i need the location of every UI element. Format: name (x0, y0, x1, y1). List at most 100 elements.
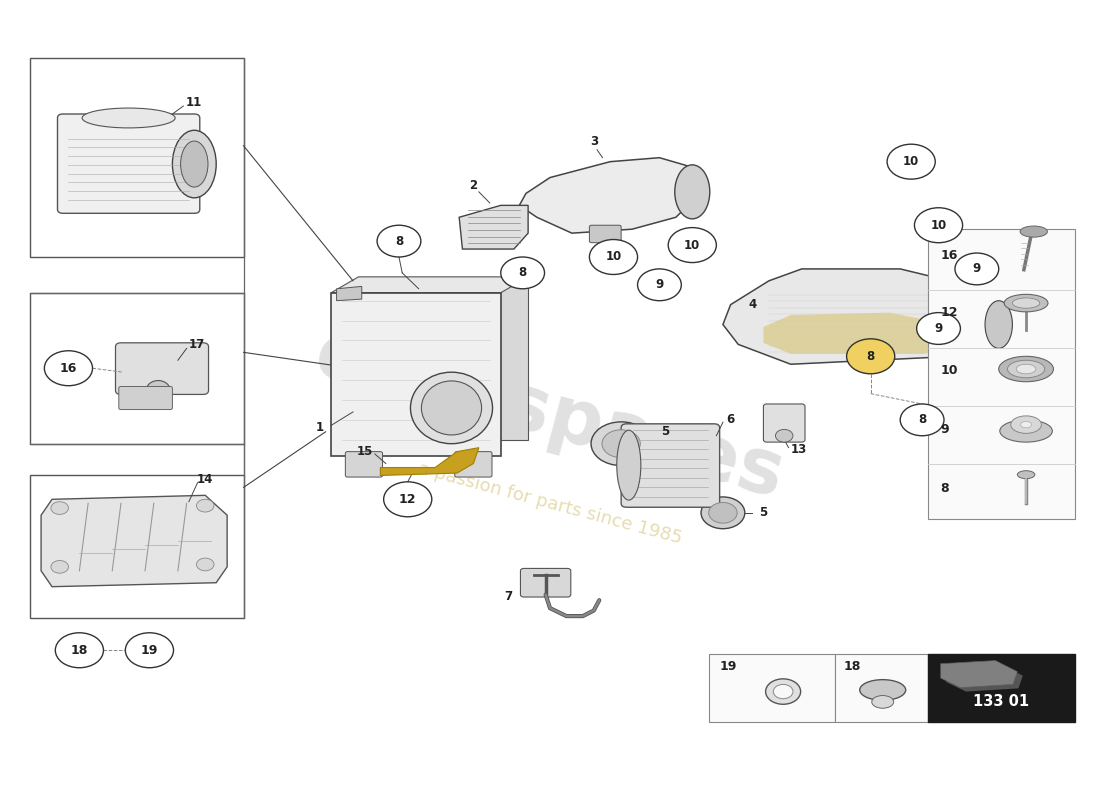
Text: 6: 6 (726, 414, 735, 426)
FancyBboxPatch shape (119, 386, 173, 410)
Polygon shape (940, 661, 1018, 687)
Ellipse shape (1004, 294, 1048, 312)
Text: 7: 7 (504, 590, 513, 602)
Text: 8: 8 (867, 350, 875, 363)
Text: 8: 8 (940, 482, 949, 495)
Text: 12: 12 (940, 306, 958, 319)
Ellipse shape (701, 497, 745, 529)
Polygon shape (763, 313, 968, 354)
Text: 19: 19 (719, 660, 737, 673)
Text: 4: 4 (748, 298, 757, 311)
Text: 10: 10 (684, 238, 701, 251)
Text: 8: 8 (395, 234, 403, 248)
FancyBboxPatch shape (57, 114, 200, 214)
Text: 18: 18 (844, 660, 860, 673)
Ellipse shape (1020, 226, 1047, 237)
Text: 11: 11 (186, 95, 202, 109)
Ellipse shape (766, 679, 801, 704)
Circle shape (916, 313, 960, 344)
Polygon shape (41, 495, 227, 586)
Circle shape (44, 350, 92, 386)
Polygon shape (337, 286, 362, 301)
Circle shape (55, 633, 103, 668)
Circle shape (847, 339, 894, 374)
Ellipse shape (674, 165, 710, 219)
Ellipse shape (1016, 364, 1036, 374)
Polygon shape (359, 277, 528, 440)
Bar (927, 229, 1076, 519)
Ellipse shape (173, 130, 217, 198)
Circle shape (500, 257, 544, 289)
Text: 16: 16 (59, 362, 77, 374)
Circle shape (384, 482, 432, 517)
Bar (835, 654, 927, 722)
Ellipse shape (146, 381, 170, 400)
Bar (30, 58, 243, 257)
Text: 10: 10 (605, 250, 621, 263)
Bar (927, 654, 1076, 722)
Text: 12: 12 (399, 493, 417, 506)
Circle shape (197, 558, 215, 571)
Text: 8: 8 (918, 414, 926, 426)
Circle shape (377, 226, 421, 257)
Text: 10: 10 (940, 364, 958, 377)
Ellipse shape (410, 372, 493, 444)
Text: 8: 8 (518, 266, 527, 279)
Text: 5: 5 (759, 506, 768, 519)
Ellipse shape (1012, 298, 1040, 308)
Text: 13: 13 (791, 442, 807, 456)
Polygon shape (459, 206, 528, 249)
Text: 17: 17 (189, 338, 205, 351)
Polygon shape (381, 448, 478, 475)
FancyBboxPatch shape (520, 569, 571, 597)
Text: 133 01: 133 01 (974, 694, 1030, 710)
Bar (708, 654, 835, 722)
Text: 9: 9 (656, 278, 663, 291)
Polygon shape (946, 665, 1023, 691)
Bar (30, 475, 243, 618)
Ellipse shape (421, 381, 482, 435)
Circle shape (900, 404, 944, 436)
Ellipse shape (1011, 416, 1042, 434)
Circle shape (776, 430, 793, 442)
Text: 18: 18 (70, 644, 88, 657)
Text: eurospares: eurospares (307, 318, 793, 514)
Text: 9: 9 (934, 322, 943, 335)
Circle shape (668, 228, 716, 262)
Ellipse shape (999, 356, 1054, 382)
Circle shape (197, 499, 215, 512)
Ellipse shape (860, 680, 905, 700)
Ellipse shape (708, 502, 737, 523)
Circle shape (51, 502, 68, 514)
Text: 3: 3 (590, 135, 597, 148)
FancyBboxPatch shape (763, 404, 805, 442)
Ellipse shape (1008, 360, 1045, 378)
Text: 14: 14 (197, 473, 213, 486)
Text: 16: 16 (940, 249, 958, 262)
Circle shape (51, 561, 68, 573)
Circle shape (914, 208, 962, 242)
Ellipse shape (617, 430, 641, 500)
Circle shape (590, 239, 638, 274)
Circle shape (887, 144, 935, 179)
FancyBboxPatch shape (345, 452, 383, 477)
Polygon shape (331, 277, 528, 293)
FancyBboxPatch shape (454, 452, 492, 477)
Circle shape (955, 253, 999, 285)
Text: a passion for parts since 1985: a passion for parts since 1985 (416, 459, 684, 547)
Ellipse shape (602, 430, 640, 458)
Ellipse shape (1021, 422, 1032, 428)
Bar (331, 293, 500, 456)
FancyBboxPatch shape (590, 226, 621, 242)
Text: 19: 19 (141, 644, 158, 657)
Ellipse shape (591, 422, 651, 466)
Polygon shape (519, 158, 697, 233)
Text: 10: 10 (931, 218, 947, 232)
Ellipse shape (773, 685, 793, 698)
Ellipse shape (984, 301, 1012, 348)
Ellipse shape (872, 695, 893, 708)
Text: 9: 9 (940, 423, 949, 436)
Text: 1: 1 (316, 422, 324, 434)
FancyBboxPatch shape (116, 342, 209, 394)
Text: 15: 15 (356, 445, 373, 458)
